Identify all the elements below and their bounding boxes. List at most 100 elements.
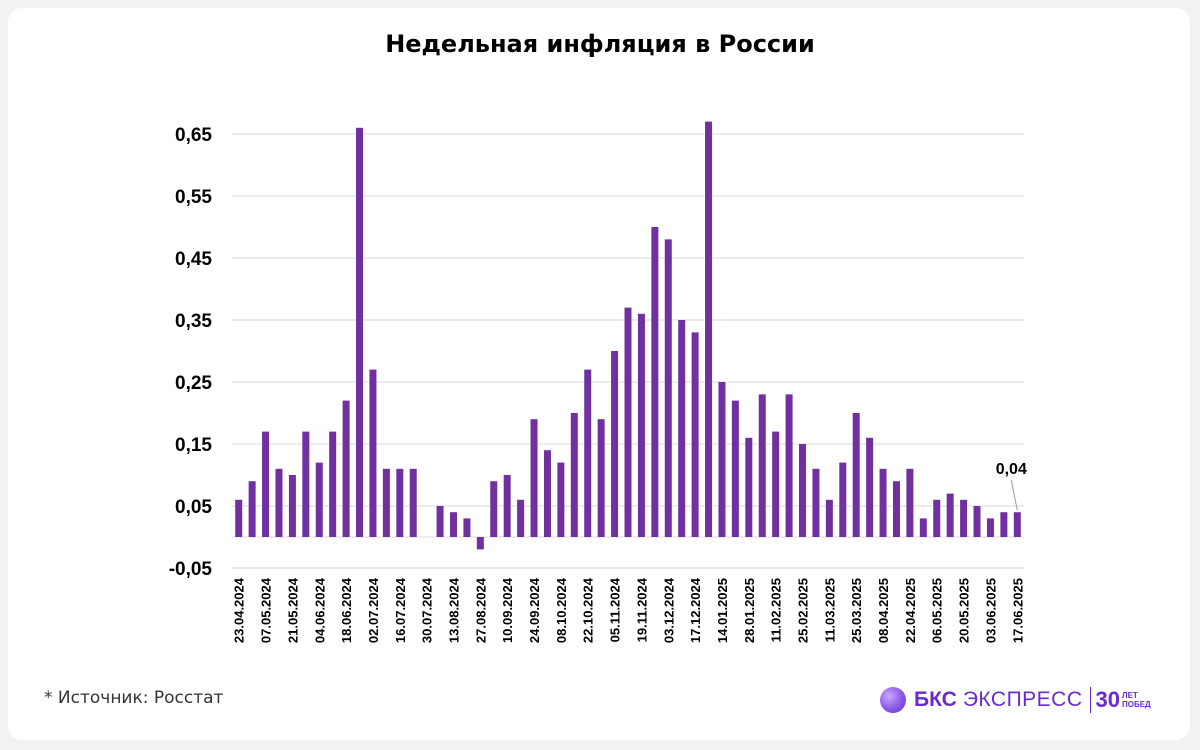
logo-years-top: ЛЕТ <box>1122 691 1138 700</box>
bar <box>973 506 981 537</box>
bar <box>409 468 417 537</box>
x-tick-label: 04.06.2024 <box>312 577 327 643</box>
x-tick-label: 22.04.2025 <box>903 578 918 643</box>
y-tick-label: -0,05 <box>169 559 213 580</box>
bar <box>490 481 498 537</box>
x-tick-label: 11.02.2025 <box>769 578 784 642</box>
logo-years: 30 <box>1095 687 1120 712</box>
bar <box>906 468 914 537</box>
x-tick-label: 07.05.2024 <box>259 577 274 643</box>
chart-card <box>8 8 1190 740</box>
bar <box>517 499 525 537</box>
x-tick-label: 17.06.2025 <box>1010 578 1025 643</box>
bar <box>356 127 364 538</box>
bar <box>396 468 404 537</box>
bar <box>691 332 699 537</box>
bar <box>503 475 511 537</box>
bar <box>315 462 323 537</box>
bar <box>651 227 659 537</box>
x-tick-label: 10.09.2024 <box>500 577 515 643</box>
x-tick-label: 05.11.2024 <box>608 577 623 642</box>
bar <box>799 444 807 537</box>
y-tick-label: 0,45 <box>175 249 212 270</box>
bar <box>758 394 766 537</box>
bar <box>1013 512 1021 537</box>
x-tick-label: 08.10.2024 <box>554 577 569 643</box>
bar <box>946 493 954 537</box>
y-tick-label: 0,65 <box>175 125 212 146</box>
bar <box>718 382 726 537</box>
y-tick-label: 0,15 <box>175 435 212 456</box>
bar <box>275 468 283 537</box>
logo-years-bottom: ПОБЕД <box>1122 700 1151 709</box>
x-tick-label: 21.05.2024 <box>285 577 300 643</box>
bar <box>879 468 887 537</box>
bar <box>919 518 927 537</box>
bar <box>624 307 632 537</box>
bar <box>745 437 753 537</box>
bar <box>262 431 270 537</box>
bar <box>248 481 256 537</box>
bar <box>664 239 672 537</box>
chart-title: Недельная инфляция в России <box>385 30 815 58</box>
bar <box>705 121 713 537</box>
bar <box>342 400 350 537</box>
bar <box>986 518 994 537</box>
x-tick-label: 14.01.2025 <box>715 578 730 643</box>
bar <box>449 512 457 537</box>
x-tick-label: 16.07.2024 <box>393 577 408 643</box>
bar <box>678 320 686 537</box>
bar <box>597 419 605 537</box>
bar <box>543 450 551 537</box>
logo-brand: БКС <box>914 688 957 711</box>
bar <box>1000 512 1008 537</box>
x-tick-label: 30.07.2024 <box>420 577 435 643</box>
y-tick-label: 0,55 <box>175 187 212 208</box>
logo-name: ЭКСПРЕСС <box>962 688 1083 711</box>
bks-express-logo: БКС ЭКСПРЕСС 30 ЛЕТ ПОБЕД <box>880 684 1151 716</box>
data-label: 0,04 <box>996 461 1027 478</box>
x-tick-label: 03.06.2025 <box>983 578 998 643</box>
bar <box>382 468 390 537</box>
x-tick-label: 24.09.2024 <box>527 577 542 643</box>
bar <box>785 394 793 537</box>
bar <box>731 400 739 537</box>
bar <box>302 431 310 537</box>
y-tick-label: 0,35 <box>175 311 212 332</box>
bar <box>463 518 471 537</box>
x-tick-label: 17.12.2024 <box>688 577 703 643</box>
bar <box>825 499 833 537</box>
bar <box>557 462 565 537</box>
bar <box>866 437 874 537</box>
bar <box>933 499 941 537</box>
bar <box>235 499 243 537</box>
bar <box>839 462 847 537</box>
y-tick-label: 0,25 <box>175 373 212 394</box>
x-tick-label: 06.05.2025 <box>930 578 945 643</box>
x-tick-label: 11.03.2025 <box>822 578 837 642</box>
logo-years-caption: ЛЕТ ПОБЕД <box>1122 691 1151 709</box>
x-tick-label: 03.12.2024 <box>661 577 676 643</box>
x-tick-label: 22.10.2024 <box>581 577 596 643</box>
bar <box>369 369 377 537</box>
annotation-leader <box>1010 479 1018 511</box>
bar <box>892 481 900 537</box>
bar <box>812 468 820 537</box>
x-tick-label: 02.07.2024 <box>366 577 381 643</box>
bar <box>329 431 337 537</box>
x-tick-label: 27.08.2024 <box>473 577 488 643</box>
x-tick-label: 25.02.2025 <box>796 578 811 643</box>
x-tick-label: 19.11.2024 <box>634 577 649 642</box>
x-tick-label: 20.05.2025 <box>957 578 972 643</box>
bks-logo-icon <box>880 687 906 713</box>
y-tick-label: 0,05 <box>175 497 212 518</box>
x-tick-label: 18.06.2024 <box>339 577 354 643</box>
x-tick-label: 23.04.2024 <box>232 577 247 643</box>
bar <box>530 419 538 537</box>
bar <box>584 369 592 537</box>
bar <box>436 506 444 537</box>
x-tick-label: 28.01.2025 <box>742 578 757 643</box>
bar <box>772 431 780 537</box>
bar <box>476 537 484 550</box>
